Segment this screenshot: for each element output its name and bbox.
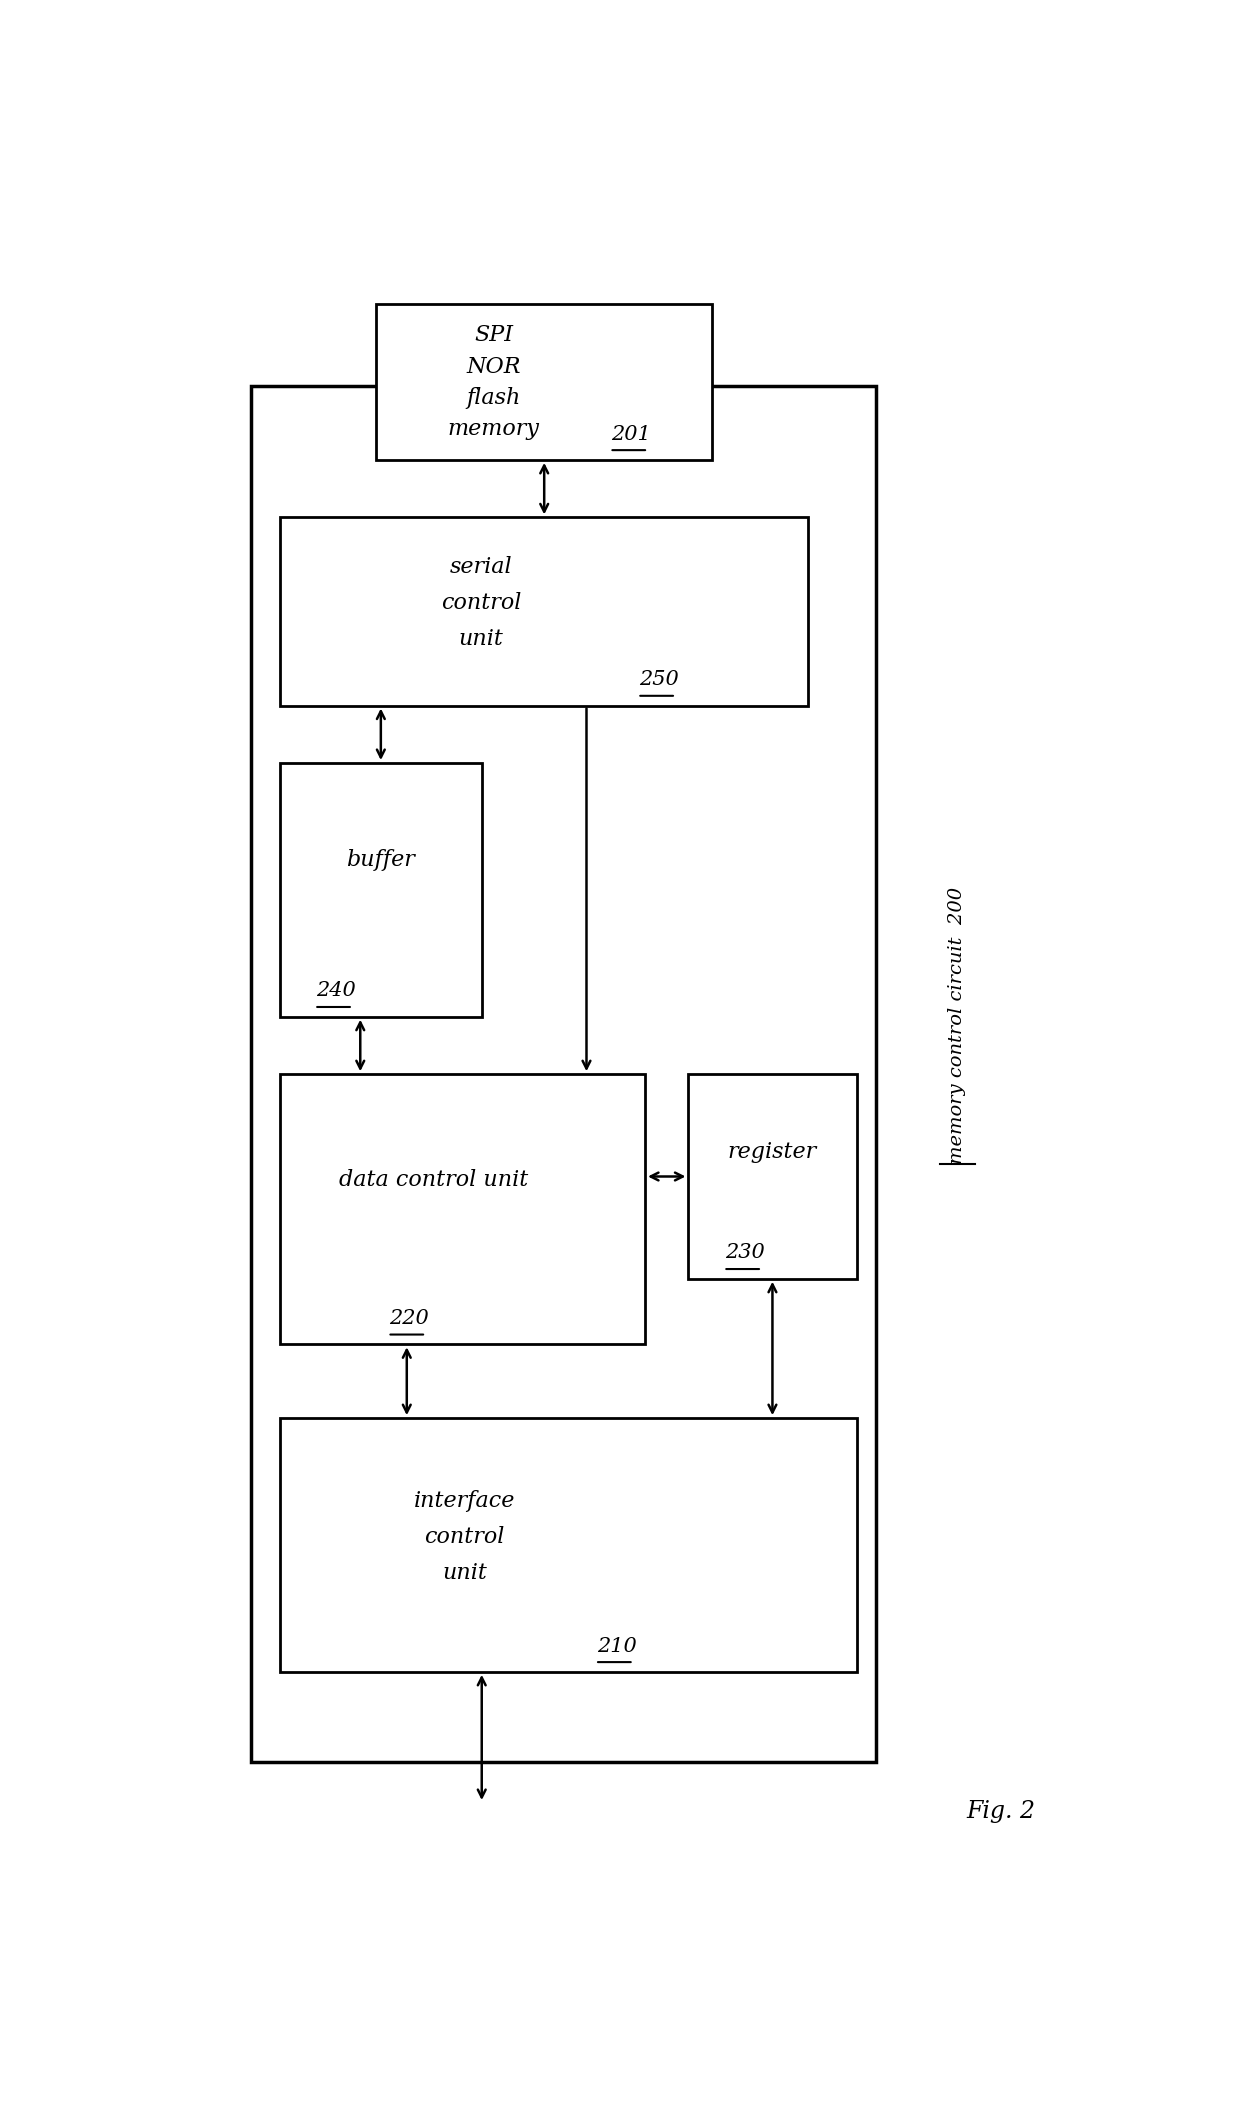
Text: unit: unit — [459, 627, 503, 651]
Bar — [280, 1074, 645, 1344]
Text: SPI: SPI — [474, 325, 513, 347]
Text: register: register — [728, 1140, 817, 1163]
Text: 201: 201 — [611, 425, 651, 445]
Text: interface: interface — [414, 1489, 515, 1512]
Text: control: control — [424, 1525, 505, 1548]
Text: 230: 230 — [725, 1244, 765, 1263]
Text: control: control — [440, 591, 521, 615]
Bar — [688, 1074, 857, 1278]
Text: buffer: buffer — [346, 849, 415, 872]
Text: Fig. 2: Fig. 2 — [966, 1799, 1035, 1823]
Text: memory control circuit  200: memory control circuit 200 — [949, 887, 966, 1163]
Text: data control unit: data control unit — [339, 1168, 528, 1191]
Text: NOR: NOR — [466, 355, 521, 379]
Text: 210: 210 — [596, 1636, 637, 1655]
Text: memory: memory — [448, 417, 539, 440]
Text: serial: serial — [449, 557, 512, 579]
Text: 240: 240 — [316, 981, 356, 1000]
Bar — [376, 304, 712, 459]
Text: flash: flash — [466, 387, 521, 408]
Text: 250: 250 — [640, 670, 680, 689]
Text: unit: unit — [441, 1561, 487, 1585]
Bar — [280, 517, 808, 706]
Bar — [280, 1419, 857, 1672]
Bar — [280, 764, 481, 1017]
Text: 220: 220 — [389, 1308, 429, 1327]
Bar — [250, 387, 875, 1761]
